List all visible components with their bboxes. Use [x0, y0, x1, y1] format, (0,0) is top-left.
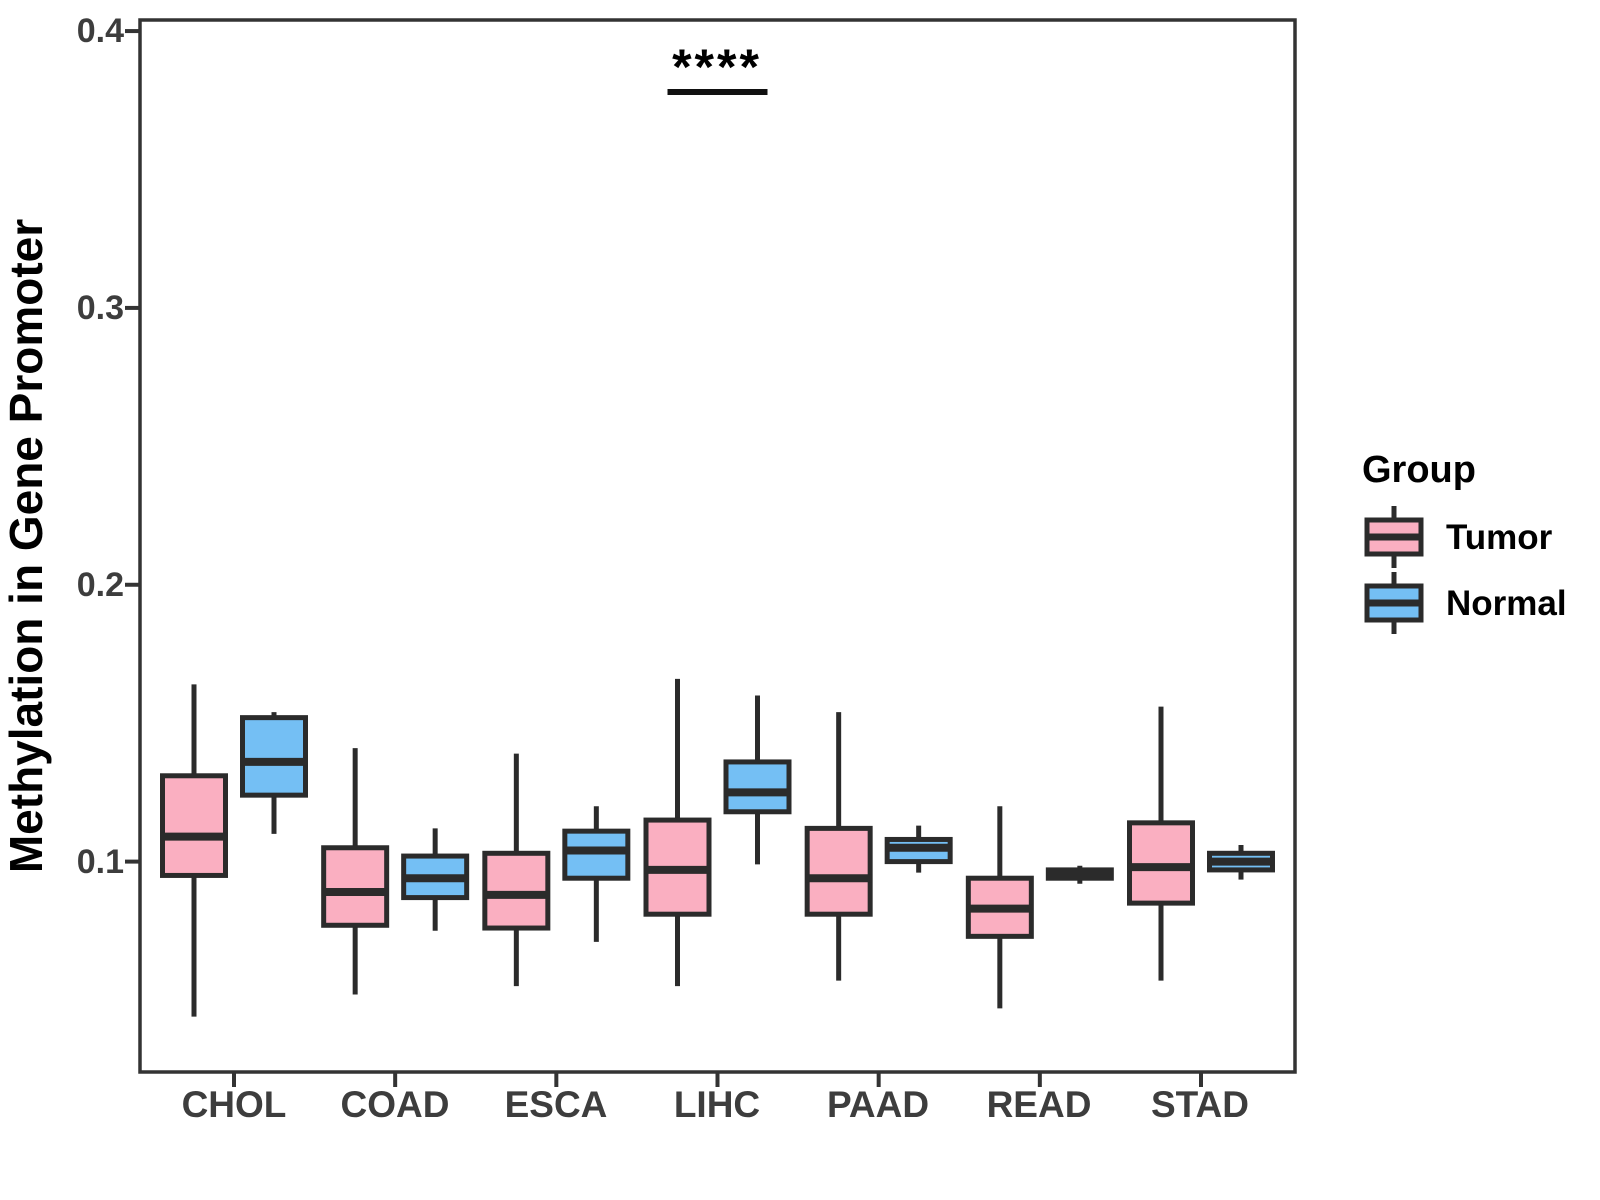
box-tumor-paad: [804, 825, 873, 917]
box-normal-lihc: [723, 759, 792, 815]
y-axis-title: Methylation in Gene Promoter: [0, 219, 52, 873]
plot-panel: [125, 18, 1297, 1087]
x-tick-label-coad: COAD: [341, 1084, 450, 1125]
box-tumor-coad: [321, 845, 390, 928]
box-tumor-chol: [160, 773, 228, 878]
x-tick-label-lihc: LIHC: [674, 1084, 760, 1125]
box-tumor-esca: [482, 850, 551, 931]
legend-label-normal: Normal: [1446, 584, 1567, 623]
legend-label-tumor: Tumor: [1446, 518, 1553, 557]
x-tick-label-read: READ: [987, 1084, 1092, 1125]
legend-key-tumor: Tumor: [1364, 506, 1553, 568]
legend-key-normal: Normal: [1364, 572, 1567, 634]
box-tumor-stad: [1127, 820, 1195, 906]
y-axis-tick-labels: 0.4 0.3 0.2 0.1: [77, 12, 124, 881]
y-tick-label: 0.1: [77, 843, 124, 881]
box-normal-esca: [562, 828, 631, 881]
y-tick-label: 0.3: [77, 289, 124, 327]
legend-title: Group: [1362, 449, 1476, 491]
panel-border: [138, 18, 1297, 1074]
significance-stars: ****: [672, 39, 762, 95]
box-normal-chol: [240, 715, 308, 798]
x-tick-label-chol: CHOL: [182, 1084, 287, 1125]
x-tick-label-esca: ESCA: [505, 1084, 608, 1125]
x-axis-tick-labels: CHOL COAD ESCA LIHC PAAD READ STAD: [182, 1084, 1249, 1125]
y-tick-label: 0.4: [77, 12, 124, 50]
legend: Group Tumor Normal: [1362, 449, 1567, 634]
x-tick-label-stad: STAD: [1151, 1084, 1249, 1125]
x-tick-label-paad: PAAD: [827, 1084, 929, 1125]
y-tick-label: 0.2: [77, 566, 124, 604]
